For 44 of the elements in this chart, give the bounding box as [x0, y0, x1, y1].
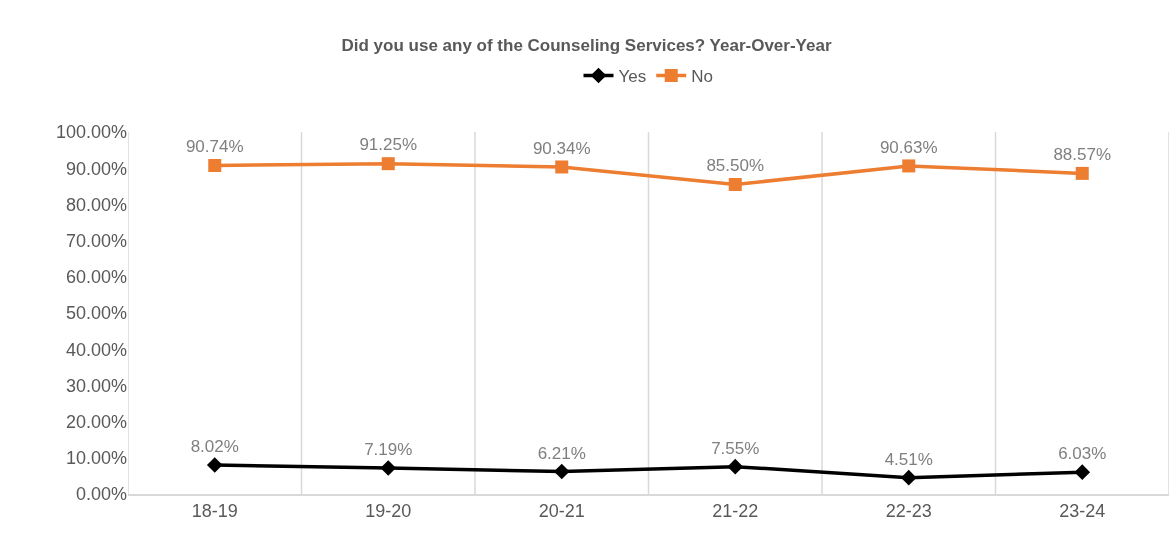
legend-label: Yes — [618, 67, 647, 87]
x-tick-label: 19-20 — [365, 501, 412, 522]
data-label: 91.25% — [359, 135, 418, 155]
point — [380, 460, 397, 476]
x-tick-label: 18-19 — [191, 501, 238, 522]
x-tick-label: 21-22 — [712, 501, 759, 522]
data-label: 85.50% — [706, 156, 765, 176]
data-label: 8.02% — [190, 437, 239, 457]
point — [1074, 464, 1091, 480]
point — [728, 177, 742, 191]
data-label: 90.63% — [879, 137, 938, 157]
point — [1075, 166, 1089, 180]
legend-label: No — [691, 67, 713, 87]
y-tick-label: 60.00% — [65, 267, 127, 288]
data-label: 7.19% — [364, 440, 413, 460]
point — [206, 457, 223, 473]
data-label: 90.74% — [185, 137, 244, 157]
y-tick-label: 90.00% — [65, 158, 127, 179]
y-tick-label: 70.00% — [65, 230, 127, 251]
x-tick-label: 22-23 — [885, 501, 932, 522]
x-tick-label: 23-24 — [1059, 501, 1106, 522]
x-tick-label: 20-21 — [538, 501, 585, 522]
data-label: 90.34% — [532, 138, 591, 158]
y-tick-label: 50.00% — [65, 303, 127, 324]
point — [208, 159, 222, 173]
data-label: 6.21% — [537, 443, 586, 463]
point — [555, 160, 569, 174]
point — [902, 159, 916, 173]
data-label: 7.55% — [711, 438, 760, 458]
y-tick-label: 30.00% — [65, 375, 127, 396]
y-tick-label: 100.00% — [55, 122, 127, 143]
y-tick-label: 10.00% — [65, 448, 127, 469]
data-label: 88.57% — [1053, 145, 1112, 165]
data-label: 6.03% — [1058, 444, 1107, 464]
y-tick-label: 0.00% — [75, 484, 127, 505]
chart-title: Did you use any of the Counseling Services? Year-Over-Year — [341, 35, 832, 55]
y-tick-label: 80.00% — [65, 194, 127, 215]
point — [900, 469, 917, 486]
y-tick-label: 20.00% — [65, 411, 127, 432]
data-label: 4.51% — [884, 449, 933, 469]
point — [553, 463, 570, 480]
point — [727, 458, 744, 475]
point — [381, 157, 395, 171]
y-tick-label: 40.00% — [65, 339, 127, 360]
